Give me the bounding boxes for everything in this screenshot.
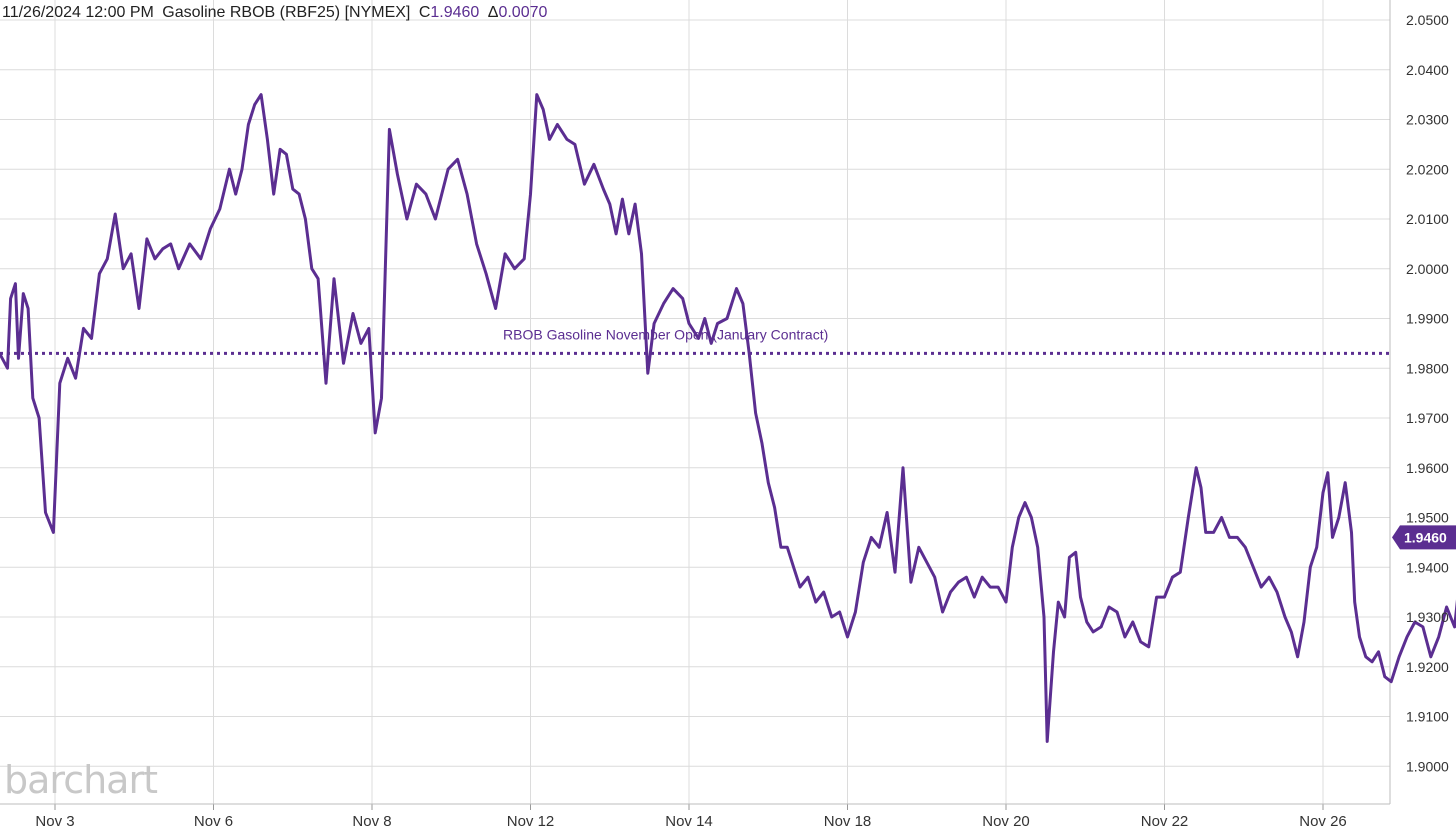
y-tick-label: 1.9700 xyxy=(1406,410,1449,426)
header-close-value: 1.9460 xyxy=(430,4,480,21)
chart-grid xyxy=(0,0,1391,810)
x-tick-label: Nov 8 xyxy=(352,813,391,830)
x-tick-label: Nov 22 xyxy=(1141,813,1189,830)
y-tick-label: 1.9900 xyxy=(1406,311,1449,327)
y-tick-label: 1.9400 xyxy=(1406,559,1449,575)
y-tick-label: 2.0300 xyxy=(1406,112,1449,128)
y-tick-label: 1.9000 xyxy=(1406,758,1449,774)
x-tick-label: Nov 26 xyxy=(1299,813,1347,830)
y-tick-label: 2.0200 xyxy=(1406,161,1449,177)
y-tick-label: 2.0000 xyxy=(1406,261,1449,277)
header-datetime: 11/26/2024 12:00 PM xyxy=(2,4,154,21)
y-tick-label: 1.9100 xyxy=(1406,709,1449,725)
x-tick-label: Nov 3 xyxy=(35,813,74,830)
x-tick-label: Nov 20 xyxy=(982,813,1030,830)
last-value-badge-bg xyxy=(1392,525,1456,550)
y-tick-label: 2.0500 xyxy=(1406,12,1449,28)
y-tick-label: 2.0100 xyxy=(1406,211,1449,227)
y-tick-label: 2.0400 xyxy=(1406,62,1449,78)
x-tick-label: Nov 6 xyxy=(194,813,233,830)
y-tick-label: 1.9800 xyxy=(1406,360,1449,376)
y-axis: 1.9000 1.9100 1.9200 1.9300 1.9400 1.9500 1.96… xyxy=(1406,12,1449,774)
header-close-label: C xyxy=(418,4,431,21)
barchart-logo: barchart xyxy=(4,758,158,802)
last-value-text: 1.9460 xyxy=(1404,529,1447,545)
header-change-label: Δ xyxy=(487,4,499,21)
price-series-line[interactable] xyxy=(0,93,1456,743)
x-tick-label: Nov 12 xyxy=(507,813,555,830)
last-value-badge: 1.9460 xyxy=(1392,525,1456,550)
header-instrument: Gasoline RBOB (RBF25) [NYMEX] xyxy=(162,4,411,21)
reference-line-label: RBOB Gasoline November Open (January Con… xyxy=(503,326,828,342)
x-tick-label: Nov 18 xyxy=(824,813,872,830)
y-tick-label: 1.9200 xyxy=(1406,659,1449,675)
y-tick-label: 1.9300 xyxy=(1406,609,1449,625)
x-axis: Nov 3 Nov 6 Nov 8 Nov 12 Nov 14 Nov 18 Nov 20 N… xyxy=(35,813,1346,830)
header-change-value: 0.0070 xyxy=(498,4,548,21)
y-tick-label: 1.9500 xyxy=(1406,510,1449,526)
chart-header: 11/26/2024 12:00 PM Gasoline RBOB (RBF25… xyxy=(2,4,551,22)
y-tick-label: 1.9600 xyxy=(1406,460,1449,476)
x-tick-label: Nov 14 xyxy=(665,813,713,830)
